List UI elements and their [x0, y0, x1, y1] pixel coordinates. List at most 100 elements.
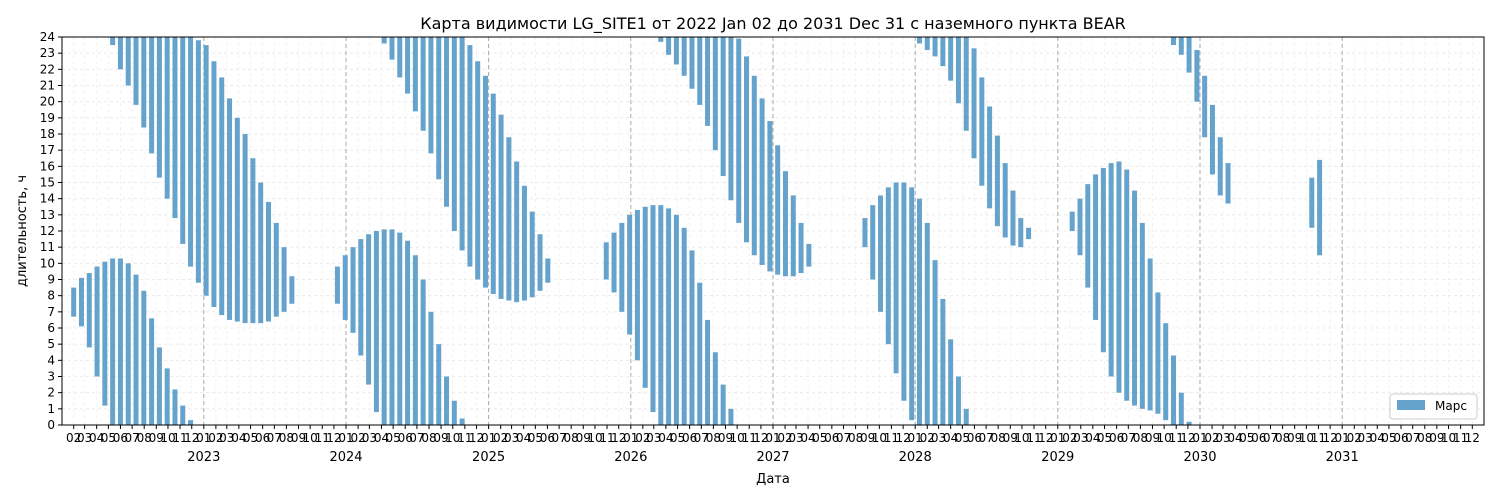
visibility-bar — [1202, 75, 1208, 138]
month-tick-label: 03 — [1215, 431, 1230, 445]
visibility-bar — [1209, 104, 1215, 175]
year-label: 2025 — [472, 450, 505, 465]
month-tick-label: 05 — [670, 431, 685, 445]
visibility-bar — [720, 384, 726, 425]
visibility-bar — [901, 182, 907, 401]
visibility-bar — [342, 255, 348, 320]
month-tick-label: 01 — [1192, 431, 1207, 445]
y-tick-label: 21 — [40, 79, 55, 93]
month-tick-label: 01 — [1050, 431, 1065, 445]
month-tick-label: 02 — [493, 431, 508, 445]
month-tick-label: 08 — [991, 431, 1006, 445]
month-tick-label: 02 — [208, 431, 223, 445]
month-tick-label: 09 — [149, 431, 164, 445]
month-tick-label: 08 — [421, 431, 436, 445]
visibility-bar — [506, 137, 512, 301]
visibility-bar — [428, 37, 434, 154]
month-tick-label: 08 — [1275, 431, 1290, 445]
visibility-bar — [963, 37, 969, 131]
y-tick-label: 22 — [40, 62, 55, 76]
visibility-bar — [744, 56, 750, 243]
month-tick-label: 08 — [1133, 431, 1148, 445]
visibility-bar — [172, 389, 178, 425]
month-tick-label: 05 — [955, 431, 970, 445]
visibility-bar — [689, 250, 695, 425]
visibility-bar — [909, 187, 915, 421]
visibility-bar — [728, 408, 734, 425]
visibility-bar — [141, 37, 147, 128]
visibility-bar — [250, 158, 256, 324]
legend: Марс — [1389, 393, 1478, 420]
visibility-bar — [125, 263, 131, 425]
month-tick-label: 01 — [1335, 431, 1350, 445]
visibility-bar — [1170, 355, 1176, 425]
visibility-bar — [86, 273, 92, 348]
y-tick-label: 4 — [47, 353, 55, 367]
month-tick-label: 11 — [1311, 431, 1326, 445]
month-tick-label: 12 — [326, 431, 341, 445]
visibility-bar — [180, 405, 186, 425]
month-tick-label: 03 — [1358, 431, 1373, 445]
month-tick-label: 03 — [362, 431, 377, 445]
visibility-bar — [1178, 37, 1184, 55]
month-tick-label: 07 — [836, 431, 851, 445]
month-tick-label: 03 — [931, 431, 946, 445]
visibility-bar — [1139, 222, 1145, 409]
visibility-bar — [940, 37, 946, 67]
month-tick-label: 12 — [895, 431, 910, 445]
visibility-bar — [627, 214, 633, 335]
visibility-bar — [1317, 159, 1323, 256]
visibility-bar — [358, 239, 364, 356]
visibility-bar — [149, 37, 155, 154]
visibility-bar — [265, 201, 271, 322]
month-tick-label: 11 — [1169, 431, 1184, 445]
visibility-bar — [924, 37, 930, 50]
month-tick-label: 02 — [777, 431, 792, 445]
visibility-bar — [681, 227, 687, 425]
month-tick-label: 02 — [350, 431, 365, 445]
month-tick-label: 11 — [599, 431, 614, 445]
month-tick-label: 08 — [137, 431, 152, 445]
y-tick-label: 7 — [47, 305, 55, 319]
visibility-bar — [1170, 37, 1176, 46]
month-tick-label: 07 — [1263, 431, 1278, 445]
visibility-bar — [916, 37, 922, 44]
visibility-bars — [71, 37, 1323, 425]
month-tick-label: 11 — [172, 431, 187, 445]
visibility-bar — [798, 222, 804, 274]
visibility-bar — [451, 37, 457, 231]
month-tick-label: 06 — [1109, 431, 1124, 445]
month-tick-label: 06 — [682, 431, 697, 445]
visibility-bar — [1194, 49, 1200, 102]
month-tick-label: 10 — [730, 431, 745, 445]
month-tick-label: 11 — [884, 431, 899, 445]
month-tick-label: 10 — [1014, 431, 1029, 445]
visibility-bar — [412, 255, 418, 425]
visibility-bar — [521, 185, 527, 301]
visibility-bar — [110, 258, 116, 425]
visibility-bar — [994, 135, 1000, 227]
visibility-bar — [767, 121, 773, 272]
month-tick-label: 04 — [1370, 431, 1385, 445]
y-tick-label: 20 — [40, 95, 55, 109]
visibility-bar — [1186, 37, 1192, 73]
visibility-bar — [180, 37, 186, 244]
visibility-bar — [117, 37, 123, 70]
visibility-bar — [642, 206, 648, 388]
visibility-bar — [924, 222, 930, 425]
visibility-bar — [681, 37, 687, 76]
visibility-bar — [1108, 163, 1114, 377]
y-tick-label: 6 — [47, 321, 55, 335]
visibility-bar — [893, 182, 899, 374]
month-tick-label: 01 — [196, 431, 211, 445]
month-tick-label: 06 — [967, 431, 982, 445]
visibility-bar — [334, 266, 340, 304]
month-tick-label: 09 — [1003, 431, 1018, 445]
visibility-bar — [759, 98, 765, 265]
visibility-bar — [1002, 163, 1008, 238]
y-tick-label: 11 — [40, 240, 55, 254]
visibility-bar — [156, 37, 162, 178]
month-tick-label: 06 — [540, 431, 555, 445]
